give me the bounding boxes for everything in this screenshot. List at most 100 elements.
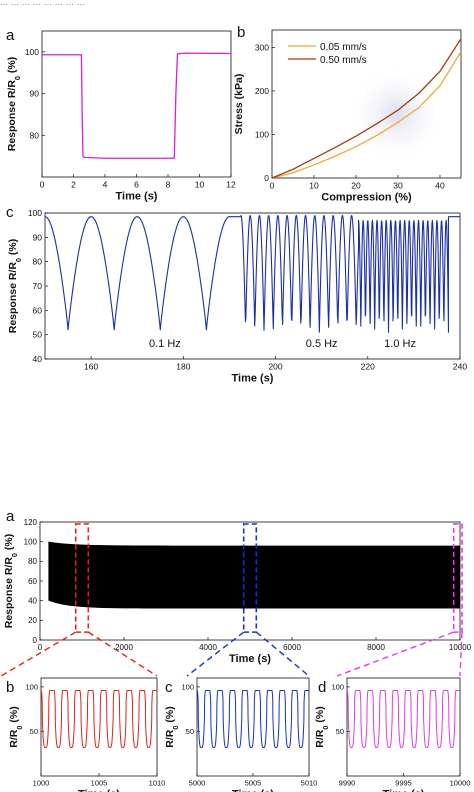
panel-label: b [237,24,245,41]
y-tick-label: 60 [28,577,37,586]
series-line-0 [271,51,462,179]
y-tick-label: 80 [28,557,37,566]
y-axis-label: R/R0 (%) [164,706,180,747]
panel-label: a [6,27,15,44]
x-tick-label: 5010 [301,779,318,788]
x-tick-label: 4 [103,180,108,190]
zoom-connector [336,631,454,677]
y-tick-label: 100 [331,683,344,692]
x-axis-label: Time (s) [232,373,274,385]
x-tick-label: 180 [176,362,190,372]
y-tick-label: 90 [33,232,43,242]
legend-label: 0.05 mm/s [320,42,367,53]
series-line [44,214,461,333]
zoom-connector [87,631,158,677]
zoom-connector [186,631,245,677]
x-tick-label: 30 [393,181,403,191]
series-line-1 [271,38,462,179]
x-tick-label: 0 [40,180,45,190]
zoom-connector [459,632,463,677]
frequency-annotation: 0.5 Hz [306,338,338,350]
y-axis-label: Response R/R0 (%) [6,57,22,152]
frequency-annotation: 0.1 Hz [149,338,181,350]
y-tick-label: 120 [24,518,38,527]
y-tick-label: 40 [28,596,37,605]
y-tick-label: 50 [33,330,43,340]
cyclic-response-band [48,541,461,609]
plot-frame [271,29,462,179]
y-tick-label: 300 [255,42,269,52]
x-axis-label: Compression (%) [321,192,412,204]
series-line [196,689,310,748]
x-tick-label: 0 [38,643,43,652]
zoom-connector [255,631,310,677]
y-tick-label: 100 [28,208,42,218]
panel-a: 0 2 4 6 8 10 12 80 90 100 Time (s) Response R/R0 (%… [6,27,236,203]
x-tick-label: 200 [268,362,282,372]
panel-zd: 9990 9995 10000 50 100 Time (s) R/R0 (%) d [314,677,471,792]
y-tick-label: 50 [336,727,344,736]
y-tick-label: 200 [255,86,269,96]
y-tick-label: 90 [30,89,40,99]
x-tick-label: 12 [226,180,236,190]
x-axis-label: Time (s) [229,653,271,665]
panel-label: d [318,679,326,696]
zoom-connector [0,631,77,677]
x-tick-label: 2000 [115,643,133,652]
cropped-header-fragment: ... ... ... ... ... ... ... ... [0,0,86,7]
y-axis-label: R/R0 (%) [8,706,24,747]
x-axis-label: Time (s) [383,789,425,792]
series-line [42,52,232,159]
y-tick-label: 50 [30,727,38,736]
x-axis-label: Time (s) [116,191,158,203]
y-tick-label: 0 [33,636,38,645]
x-tick-label: 5000 [189,779,206,788]
x-tick-label: 20 [351,181,361,191]
x-tick-label: 160 [84,362,98,372]
x-tick-label: 240 [453,362,467,372]
x-tick-label: 1005 [91,779,108,788]
y-axis-label: Response R/R0 (%) [3,534,19,629]
series-line [40,689,158,748]
x-tick-label: 1010 [149,779,166,788]
y-tick-label: 80 [30,130,40,140]
series-line [346,689,461,748]
x-tick-label: 9990 [339,779,356,788]
y-tick-label: 70 [33,281,43,291]
panel-c: 160 180 200 220 240 40 50 60 70 80 90 100 Time (s) Re… [6,204,467,385]
y-tick-label: 20 [28,616,37,625]
y-tick-label: 0 [264,173,269,183]
y-tick-label: 60 [33,305,43,315]
x-tick-label: 9995 [395,779,412,788]
x-tick-label: 1000 [33,779,50,788]
x-tick-label: 4000 [199,643,217,652]
x-tick-label: 8000 [367,643,385,652]
x-tick-label: 10000 [449,643,472,652]
legend-label: 0.50 mm/s [320,55,367,66]
panel-b: 0 10 20 30 40 0 100 200 300 Compression (%) Stress… [233,24,462,204]
y-tick-label: 100 [25,47,39,57]
x-tick-label: 10 [195,180,205,190]
y-tick-label: 40 [33,354,43,364]
x-axis-label: Time (s) [232,789,274,792]
y-tick-label: 80 [33,257,43,267]
panel-label: c [165,679,173,696]
y-tick-label: 100 [181,683,194,692]
zoom-box [74,523,90,633]
y-tick-label: 100 [25,683,38,692]
y-axis-label: Stress (kPa) [233,74,245,135]
x-tick-label: 6 [134,180,139,190]
y-tick-label: 100 [24,537,38,546]
x-axis-label: Time (s) [78,789,120,792]
panel-main: 0 2000 4000 6000 8000 10000 0 20 40 60 80 100 120 Tim… [0,508,472,677]
panel-label: c [6,204,14,221]
zoom-box [452,523,463,633]
panel-zc: 5000 5005 5010 50 100 Time (s) R/R0 (%) c [164,677,318,792]
x-tick-label: 5005 [245,779,262,788]
panel-zb: 1000 1005 1010 50 100 Time (s) R/R0 (%) b [6,677,166,792]
y-tick-label: 50 [186,727,194,736]
zoom-box [242,523,258,633]
y-axis-label: Response R/R0 (%) [7,239,23,334]
x-tick-label: 10000 [450,779,471,788]
